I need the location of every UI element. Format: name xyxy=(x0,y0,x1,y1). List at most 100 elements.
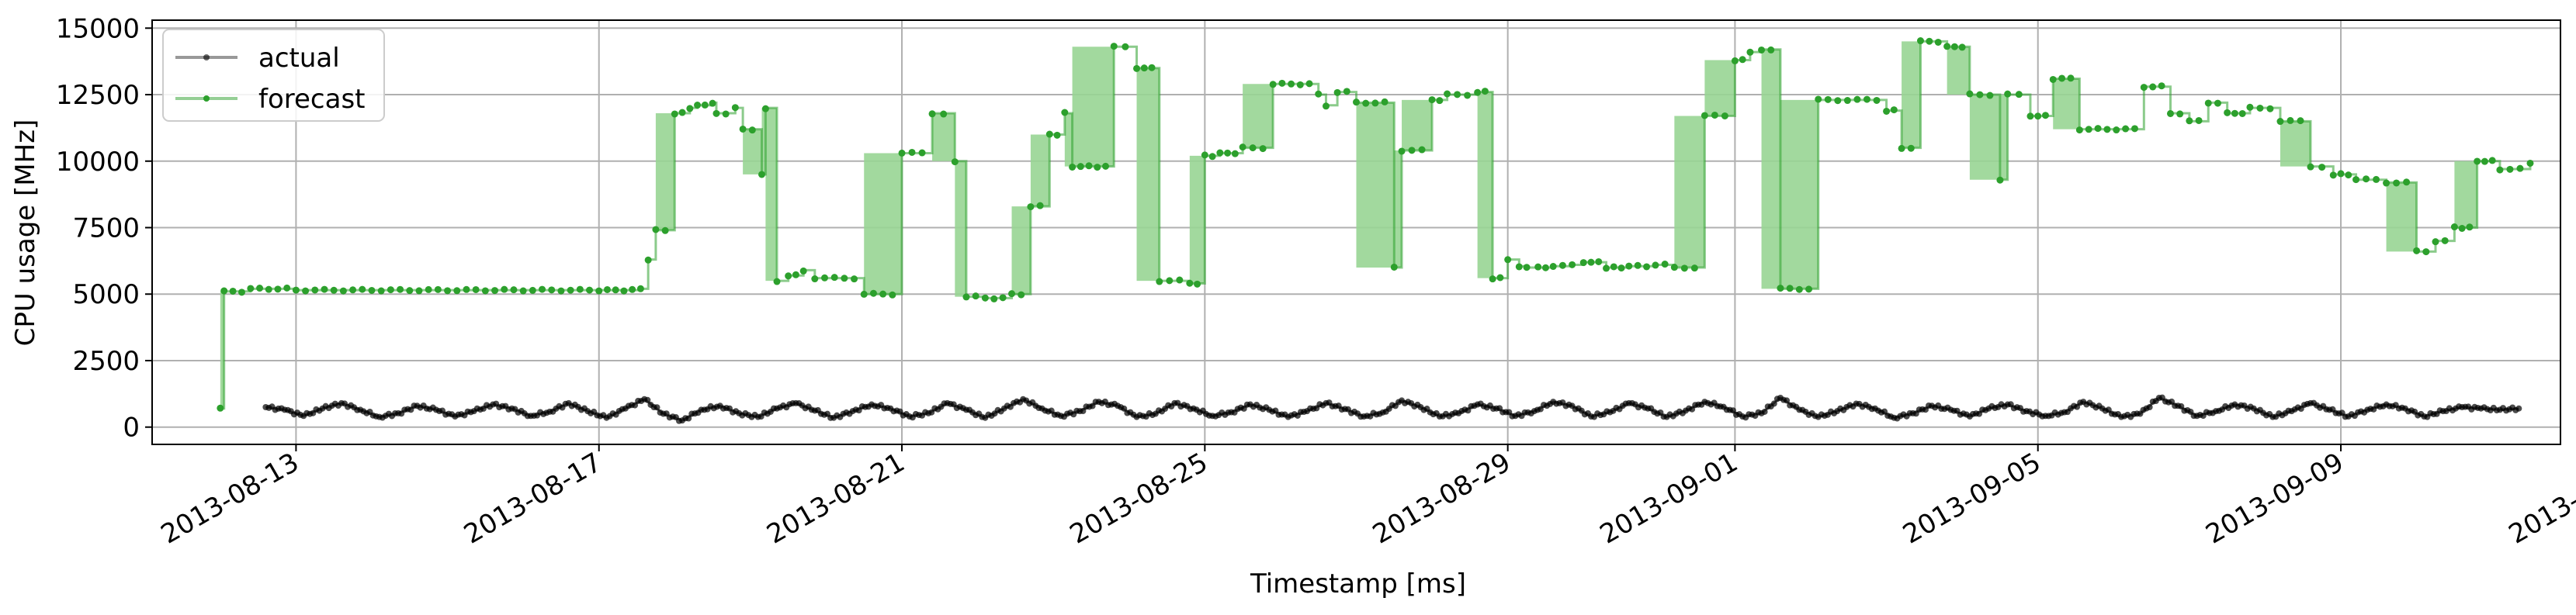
forecast-point xyxy=(889,291,896,299)
series-layer xyxy=(217,37,2534,424)
forecast-point xyxy=(1643,263,1651,271)
y-tick-label: 12500 xyxy=(56,80,140,111)
forecast-point xyxy=(265,285,272,293)
forecast-point xyxy=(1986,92,1994,99)
forecast-point xyxy=(1504,256,1512,264)
forecast-point xyxy=(1758,46,1766,54)
forecast-point xyxy=(330,286,338,294)
forecast-point xyxy=(1259,145,1267,153)
actual-point xyxy=(1770,400,1777,407)
forecast-point xyxy=(644,256,652,264)
forecast-point xyxy=(1853,95,1861,103)
forecast-point xyxy=(595,287,603,295)
forecast-point xyxy=(1102,162,1110,170)
forecast-point xyxy=(1916,37,1924,45)
forecast-point xyxy=(1027,203,1035,211)
forecast-point xyxy=(792,271,799,278)
forecast-point xyxy=(1305,80,1313,88)
actual-point xyxy=(1784,397,1791,404)
forecast-point xyxy=(1315,90,1323,98)
actual-point xyxy=(685,415,692,422)
forecast-point xyxy=(1231,150,1239,157)
forecast-point xyxy=(731,104,739,112)
forecast-point xyxy=(2496,166,2504,174)
forecast-point xyxy=(1558,261,1566,269)
forecast-point xyxy=(1587,258,1595,266)
forecast-point xyxy=(292,286,300,294)
forecast-point xyxy=(603,285,611,293)
forecast-point xyxy=(529,286,536,294)
forecast-point xyxy=(217,404,224,412)
actual-point xyxy=(1689,406,1696,413)
forecast-point xyxy=(1454,91,1461,98)
forecast-point xyxy=(1208,153,1216,161)
x-tick-label: 2013-09-13 xyxy=(2504,447,2576,550)
forecast-point xyxy=(481,287,489,295)
forecast-point xyxy=(229,287,237,295)
forecast-point xyxy=(2318,164,2326,171)
forecast-point xyxy=(1595,257,1603,265)
forecast-point xyxy=(2307,163,2314,171)
forecast-point xyxy=(686,105,694,112)
y-tick-label: 10000 xyxy=(56,147,140,178)
forecast-point xyxy=(2422,248,2430,256)
forecast-point xyxy=(2337,170,2345,178)
forecast-point xyxy=(463,285,470,293)
forecast-point xyxy=(2186,117,2193,125)
forecast-point xyxy=(274,285,282,293)
forecast-point xyxy=(2329,171,2337,179)
forecast-point xyxy=(283,284,291,292)
forecast-point xyxy=(501,285,508,293)
forecast-point xyxy=(1534,263,1542,271)
forecast-point xyxy=(1110,43,1118,50)
forecast-point xyxy=(1343,88,1350,95)
forecast-point xyxy=(1481,88,1489,95)
forecast-point xyxy=(567,286,574,294)
forecast-point xyxy=(2231,109,2238,117)
forecast-point xyxy=(2516,164,2524,172)
x-axis: 2013-08-13 2013-08-17 2013-08-21 2013-08-25… xyxy=(156,444,2576,551)
forecast-point xyxy=(928,110,936,118)
forecast-point xyxy=(758,171,766,178)
forecast-point xyxy=(898,149,906,157)
forecast-point xyxy=(349,286,357,294)
forecast-point xyxy=(1201,151,1208,159)
forecast-point xyxy=(1610,263,1617,271)
forecast-point xyxy=(1890,106,1898,114)
forecast-point xyxy=(1094,164,1101,171)
forecast-point xyxy=(1603,264,1610,272)
forecast-point xyxy=(830,274,838,282)
forecast-point xyxy=(2474,157,2481,165)
forecast-point xyxy=(1008,290,1016,298)
forecast-point xyxy=(444,287,452,295)
forecast-point xyxy=(1333,88,1341,96)
forecast-point xyxy=(2256,104,2264,112)
forecast-point xyxy=(472,285,480,293)
forecast-point xyxy=(1464,92,1472,99)
y-tick-label: 15000 xyxy=(56,13,140,44)
y-axis: 0 2500 5000 7500 10000 12500 15000 xyxy=(56,13,152,444)
forecast-point xyxy=(302,287,310,295)
forecast-point xyxy=(1721,112,1728,119)
forecast-point xyxy=(1381,98,1389,105)
forecast-point xyxy=(951,158,959,166)
forecast-point xyxy=(321,285,328,293)
forecast-point xyxy=(2345,171,2352,179)
forecast-point xyxy=(387,286,394,294)
forecast-point xyxy=(1515,263,1523,271)
forecast-point xyxy=(636,285,644,292)
forecast-point xyxy=(652,226,660,233)
forecast-point xyxy=(1322,102,1330,110)
forecast-point xyxy=(1541,264,1549,271)
forecast-point xyxy=(2432,238,2439,246)
forecast-point xyxy=(2140,84,2148,92)
forecast-point xyxy=(220,287,228,295)
forecast-point xyxy=(1194,280,1201,288)
forecast-point xyxy=(1408,147,1416,154)
forecast-point xyxy=(1976,91,1984,98)
forecast-point xyxy=(519,287,527,295)
forecast-point xyxy=(1249,144,1257,152)
forecast-point xyxy=(2058,74,2066,82)
forecast-point xyxy=(841,275,848,282)
x-tick-label: 2013-08-17 xyxy=(459,447,607,550)
